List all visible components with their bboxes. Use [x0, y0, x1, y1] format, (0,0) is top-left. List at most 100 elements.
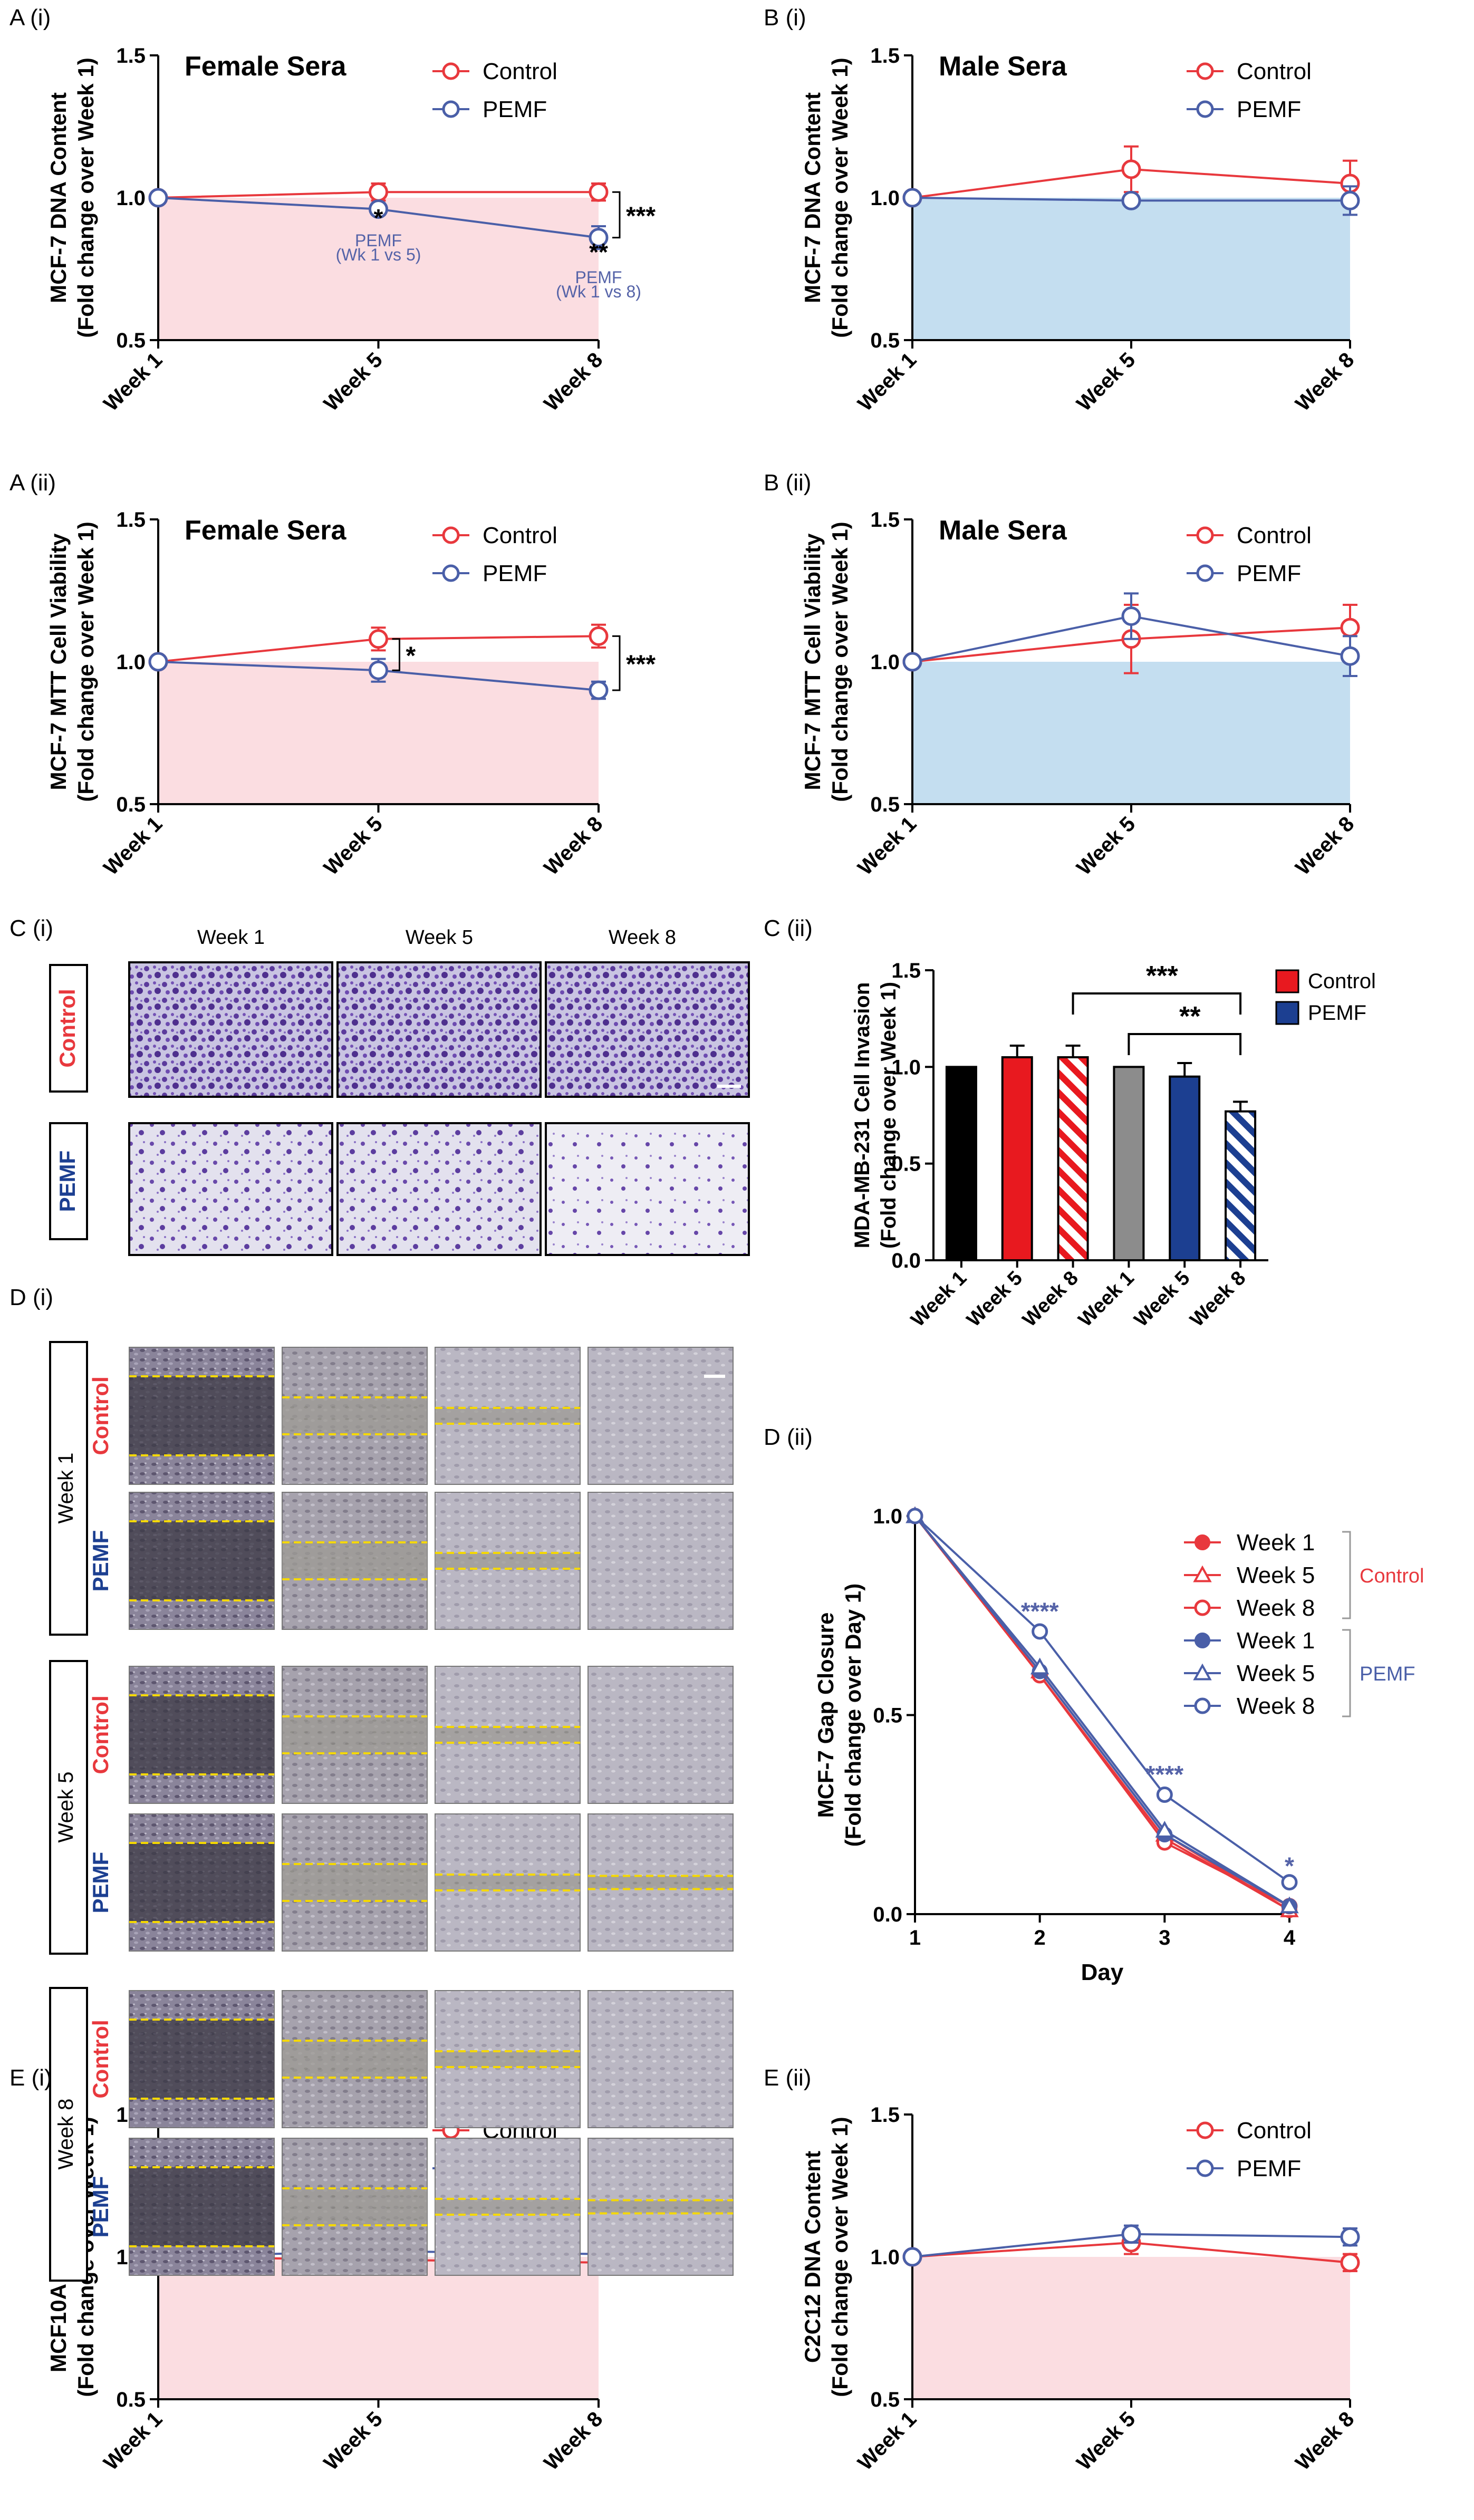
- legend-label: PEMF: [1237, 96, 1301, 122]
- y-axis-label: MCF-7 MTT Cell Viability: [800, 533, 825, 790]
- scratch-row-label: PEMF: [88, 2176, 113, 2238]
- x-tick-label: Week 1: [99, 348, 167, 416]
- series-line: [914, 1515, 1290, 1907]
- scratch-gap: [282, 1716, 427, 1753]
- y-axis-label: C2C12 DNA Content: [800, 2151, 825, 2363]
- data-point: [1194, 1633, 1210, 1648]
- y-axis-label: (Fold change over Week 1): [827, 522, 852, 802]
- x-tick-label: 2: [1034, 1926, 1046, 1949]
- chart-title: Female Sera: [185, 51, 346, 82]
- data-point: [1281, 1874, 1298, 1891]
- x-tick-label: Week 5: [1072, 2407, 1140, 2475]
- significance-bracket: [1128, 1033, 1242, 1055]
- d-i-week-box-1: [49, 1341, 88, 1636]
- x-tick-label: Week 8: [1186, 1267, 1250, 1331]
- legend-marker: [442, 526, 460, 544]
- x-tick-label: Week 5: [1072, 348, 1140, 416]
- significance-annotation: PEMF: [575, 268, 622, 287]
- data-point: [1194, 1697, 1211, 1714]
- legend-group-bracket: [1342, 1629, 1351, 1717]
- d-i-week-box-5: [49, 1660, 88, 1955]
- data-point: [1194, 1534, 1210, 1550]
- c-i-column-label-week5: Week 5: [406, 926, 473, 949]
- series-line: [914, 1515, 1290, 1907]
- series-line: [914, 1515, 1290, 1884]
- x-tick-label: Week 8: [539, 812, 607, 880]
- x-tick-label: 1: [909, 1926, 921, 1949]
- scratch-gap: [129, 2020, 274, 2099]
- x-tick-label: Week 1: [1074, 1267, 1139, 1331]
- scratch-row-label: PEMF: [88, 1530, 113, 1592]
- legend-swatch: [1275, 1001, 1299, 1025]
- shaded-region: [912, 662, 1350, 804]
- y-axis-label: MCF-7 Gap Closure: [813, 1613, 838, 1818]
- legend-label: PEMF: [483, 96, 547, 122]
- data-point: [1121, 159, 1141, 179]
- y-tick-label: 0.5: [870, 793, 900, 816]
- legend-group-label: PEMF: [1360, 1663, 1415, 1685]
- series-line: [914, 1515, 1290, 1907]
- chart-b-i: B (i) 0.5 1.0 1.5 Week 1 Week 5 Week 8 MCF-7 DN…: [764, 5, 1360, 416]
- scratch-micrograph: [587, 1990, 734, 2128]
- panel-d-i: D (i) Week 1 Week 5 Week 8 ControlPEMFCo…: [9, 1285, 734, 2282]
- chart-title: Male Sera: [939, 51, 1067, 82]
- micrograph-pemf-week5: [336, 1122, 542, 1256]
- y-axis-label: (Fold change over Week 1): [73, 522, 98, 802]
- y-tick-label: 0.5: [891, 1153, 921, 1176]
- data-point: [589, 626, 609, 646]
- shaded-region: [912, 198, 1350, 340]
- y-tick-label: 1.5: [870, 44, 900, 67]
- scratch-gap: [282, 2188, 427, 2225]
- data-point: [1340, 617, 1360, 638]
- scratch-row-label: Control: [88, 1376, 113, 1455]
- legend-label: Week 5: [1237, 1562, 1315, 1588]
- panel-label: A (i): [9, 5, 51, 31]
- data-point: [907, 1508, 923, 1524]
- significance-bracket: [612, 191, 621, 239]
- y-tick-label: 1.5: [116, 508, 146, 532]
- data-point: [1340, 190, 1360, 210]
- chart-e-ii: E (ii) 0.5 1.0 1.5 Week 1 Week 5 Week 8 C2C12 D…: [764, 2065, 1360, 2475]
- y-axis-label: (Fold change over Week 1): [827, 2117, 852, 2397]
- data-point: [1193, 1663, 1212, 1681]
- x-tick-label: Week 1: [99, 2407, 167, 2475]
- y-tick-label: 1.0: [891, 1056, 921, 1079]
- panel-label: E (ii): [764, 2065, 811, 2091]
- data-point: [148, 188, 168, 208]
- legend-group-label: Control: [1360, 1565, 1424, 1587]
- legend-group-bracket: [1342, 1531, 1351, 1619]
- panel-label-c-i: C (i): [9, 915, 53, 941]
- significance-label: *: [406, 642, 416, 670]
- legend-marker: [1196, 62, 1214, 80]
- y-tick-label: 1.0: [116, 187, 146, 210]
- legend-label: PEMF: [1237, 561, 1301, 586]
- significance-annotation: (Wk 1 vs 5): [336, 245, 421, 264]
- legend-marker: [1196, 564, 1214, 582]
- y-axis-label: (Fold change over Week 1): [827, 57, 852, 337]
- data-point: [1030, 1657, 1049, 1675]
- legend-label: PEMF: [483, 561, 547, 586]
- y-axis-label: (Fold change over Week 1): [73, 57, 98, 337]
- scratch-gap: [282, 1864, 427, 1901]
- legend-label: Control: [1237, 59, 1312, 84]
- data-point: [1340, 646, 1360, 666]
- data-point: [1121, 606, 1141, 626]
- legend-label: Week 5: [1237, 1660, 1315, 1686]
- legend-label: Control: [483, 523, 557, 548]
- significance-annotation: *: [1285, 1852, 1294, 1880]
- significance-annotation: ****: [1146, 1761, 1184, 1788]
- significance-annotation: ****: [1021, 1597, 1059, 1625]
- x-tick-label: Week 1: [99, 812, 167, 880]
- shaded-region: [158, 662, 599, 804]
- y-tick-label: 1.0: [873, 1505, 902, 1528]
- legend-marker: [442, 564, 460, 582]
- micrograph-control-week1: [128, 961, 333, 1098]
- legend-label: Control: [1308, 970, 1376, 993]
- scratch-gap: [282, 2041, 427, 2078]
- data-point: [589, 228, 609, 248]
- panel-label: B (ii): [764, 470, 811, 496]
- y-tick-label: 1.0: [116, 651, 146, 674]
- chart-a-ii: A (ii) 0.5 1.0 1.5 Week 1 Week 5 Week 8 MCF-7 M…: [9, 470, 656, 880]
- y-tick-label: 1.5: [870, 2103, 900, 2127]
